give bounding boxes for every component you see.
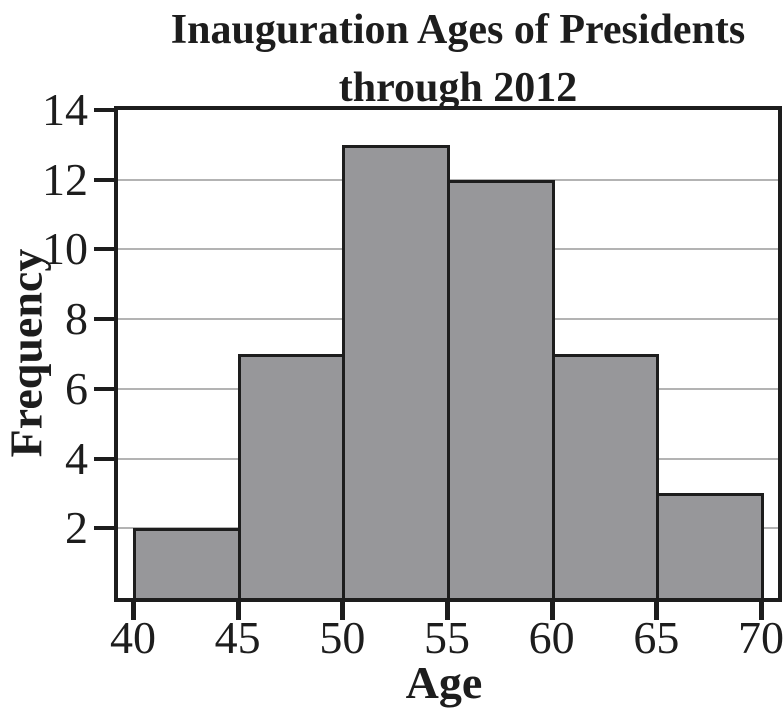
chart-title: Inauguration Ages of Presidents through … — [132, 1, 784, 117]
y-tick-label-4: 4 — [65, 432, 88, 484]
y-axis-tick-6 — [94, 386, 114, 391]
x-tick-label-55: 55 — [424, 612, 470, 663]
x-tick-label-70: 70 — [738, 612, 784, 663]
x-axis-tick-45 — [235, 598, 241, 620]
x-axis-tick-60 — [549, 598, 555, 620]
x-axis-tick-70 — [759, 598, 764, 620]
x-axis-tick-55 — [445, 598, 450, 620]
y-tick-label-2: 2 — [65, 502, 88, 554]
y-tick-label-10: 10 — [42, 223, 88, 275]
y-axis-tick-14 — [94, 108, 114, 113]
y-axis-tick-12 — [94, 177, 114, 182]
x-tick-label-65: 65 — [633, 612, 680, 663]
x-axis-tick-65 — [654, 598, 660, 620]
y-axis-title: Frequency — [0, 248, 52, 458]
x-tick-label-60: 60 — [528, 612, 575, 663]
x-axis-tick-50 — [340, 598, 346, 620]
y-axis-tick-8 — [94, 317, 114, 322]
x-tick-label-40: 40 — [110, 612, 156, 663]
histogram-bar-60-65 — [551, 354, 660, 598]
x-tick-label-50: 50 — [319, 612, 366, 663]
y-tick-label-14: 14 — [42, 84, 88, 135]
y-tick-label-12: 12 — [42, 153, 88, 205]
y-axis-tick-4 — [94, 456, 114, 461]
histogram-bar-40-45 — [133, 528, 241, 598]
histogram-bar-45-50 — [237, 354, 346, 598]
histogram-bar-55-60 — [447, 180, 555, 598]
y-tick-label-6: 6 — [65, 362, 88, 414]
y-axis-tick-2 — [94, 526, 114, 531]
x-axis-title: Age — [405, 657, 483, 708]
x-tick-label-45: 45 — [214, 612, 261, 663]
y-axis-tick-10 — [94, 247, 114, 252]
y-tick-label-8: 8 — [65, 293, 88, 345]
plot-area — [94, 106, 782, 620]
chart-title-line-1: Inauguration Ages of Presidents — [170, 7, 746, 53]
histogram-bar-50-55 — [342, 145, 450, 598]
chart-title-line-2: through 2012 — [338, 65, 578, 111]
x-axis-tick-40 — [131, 598, 136, 620]
histogram-bar-65-70 — [656, 493, 764, 598]
